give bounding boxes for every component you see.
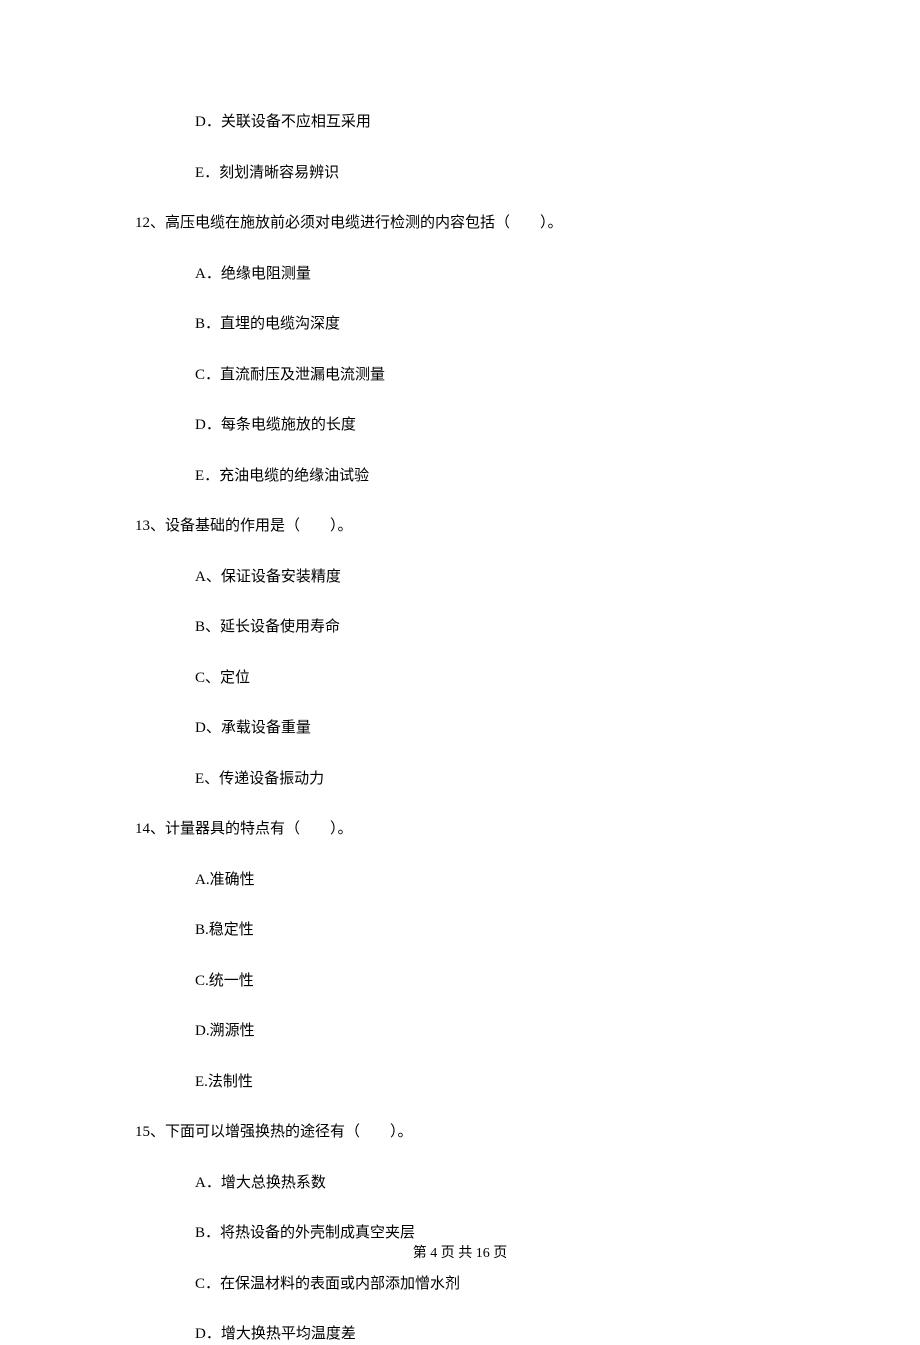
q13-option-c: C、定位	[135, 668, 785, 689]
q14-option-a: A.准确性	[135, 870, 785, 891]
page-footer: 第 4 页 共 16 页	[0, 1242, 920, 1262]
q14-option-e: E.法制性	[135, 1072, 785, 1093]
q13-option-d: D、承载设备重量	[135, 718, 785, 739]
q15-option-c: C．在保温材料的表面或内部添加憎水剂	[135, 1274, 785, 1295]
q15-stem: 15、下面可以增强换热的途径有（ ）。	[135, 1122, 785, 1143]
q12-option-e: E．充油电缆的绝缘油试验	[135, 466, 785, 487]
q15-option-b: B．将热设备的外壳制成真空夹层	[135, 1223, 785, 1244]
q11-option-d: D．关联设备不应相互采用	[135, 112, 785, 133]
q14-option-d: D.溯源性	[135, 1021, 785, 1042]
q12-option-b: B．直埋的电缆沟深度	[135, 314, 785, 335]
q14-stem: 14、计量器具的特点有（ ）。	[135, 819, 785, 840]
q13-option-e: E、传递设备振动力	[135, 769, 785, 790]
q13-option-a: A、保证设备安装精度	[135, 567, 785, 588]
q14-option-b: B.稳定性	[135, 920, 785, 941]
q12-option-c: C．直流耐压及泄漏电流测量	[135, 365, 785, 386]
q12-stem: 12、高压电缆在施放前必须对电缆进行检测的内容包括（ ）。	[135, 213, 785, 234]
q15-option-d: D．增大换热平均温度差	[135, 1324, 785, 1345]
q12-option-d: D．每条电缆施放的长度	[135, 415, 785, 436]
q14-option-c: C.统一性	[135, 971, 785, 992]
q11-option-e: E．刻划清晰容易辨识	[135, 163, 785, 184]
page-content: D．关联设备不应相互采用 E．刻划清晰容易辨识 12、高压电缆在施放前必须对电缆…	[0, 0, 920, 1345]
q13-option-b: B、延长设备使用寿命	[135, 617, 785, 638]
q15-option-a: A．增大总换热系数	[135, 1173, 785, 1194]
q13-stem: 13、设备基础的作用是（ ）。	[135, 516, 785, 537]
q12-option-a: A．绝缘电阻测量	[135, 264, 785, 285]
